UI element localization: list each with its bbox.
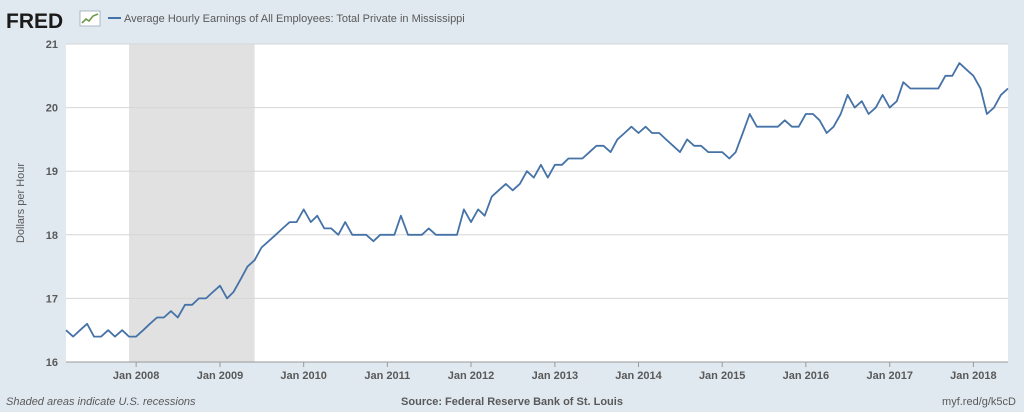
legend-label: Average Hourly Earnings of All Employees… <box>124 13 465 25</box>
y-tick-label: 19 <box>46 166 58 178</box>
x-tick-label: Jan 2013 <box>532 370 578 382</box>
x-tick-label: Jan 2016 <box>783 370 829 382</box>
recession-band-1 <box>129 44 255 362</box>
x-tick-label: Jan 2015 <box>699 370 745 382</box>
grid-layer <box>66 43 1008 299</box>
x-axis: Jan 2008 Jan 2009 Jan 2010 Jan 2011 Jan 2012… <box>66 361 1008 382</box>
y-tick-label: 17 <box>46 293 58 305</box>
y-tick-label: 16 <box>46 357 58 369</box>
x-tick-label: Jan 2012 <box>448 370 494 382</box>
x-tick-label: Jan 2008 <box>113 370 159 382</box>
x-tick-label: Jan 2017 <box>866 370 912 382</box>
recessions-note: Shaded areas indicate U.S. recessions <box>6 396 196 408</box>
y-axis: 16 17 18 19 20 21 <box>46 39 58 369</box>
x-tick-label: Jan 2009 <box>197 370 243 382</box>
series-layer <box>65 62 1009 338</box>
fred-logo[interactable]: FRED <box>6 10 63 33</box>
y-tick-label: 20 <box>46 103 58 115</box>
source-credit: Source: Federal Reserve Bank of St. Loui… <box>401 396 623 408</box>
fred-graph-icon <box>79 10 101 27</box>
y-axis-label: Dollars per Hour <box>15 163 27 243</box>
series-line-1 <box>65 62 1009 338</box>
x-tick-label: Jan 2010 <box>280 370 326 382</box>
x-tick-label: Jan 2014 <box>615 370 662 382</box>
y-tick-label: 21 <box>46 39 58 51</box>
y-tick-label: 18 <box>46 230 58 242</box>
x-tick-label: Jan 2018 <box>950 370 996 382</box>
recession-layer <box>129 44 255 362</box>
x-tick-label: Jan 2011 <box>364 370 410 382</box>
short-url-link[interactable]: myf.red/g/k5cD <box>942 396 1016 408</box>
